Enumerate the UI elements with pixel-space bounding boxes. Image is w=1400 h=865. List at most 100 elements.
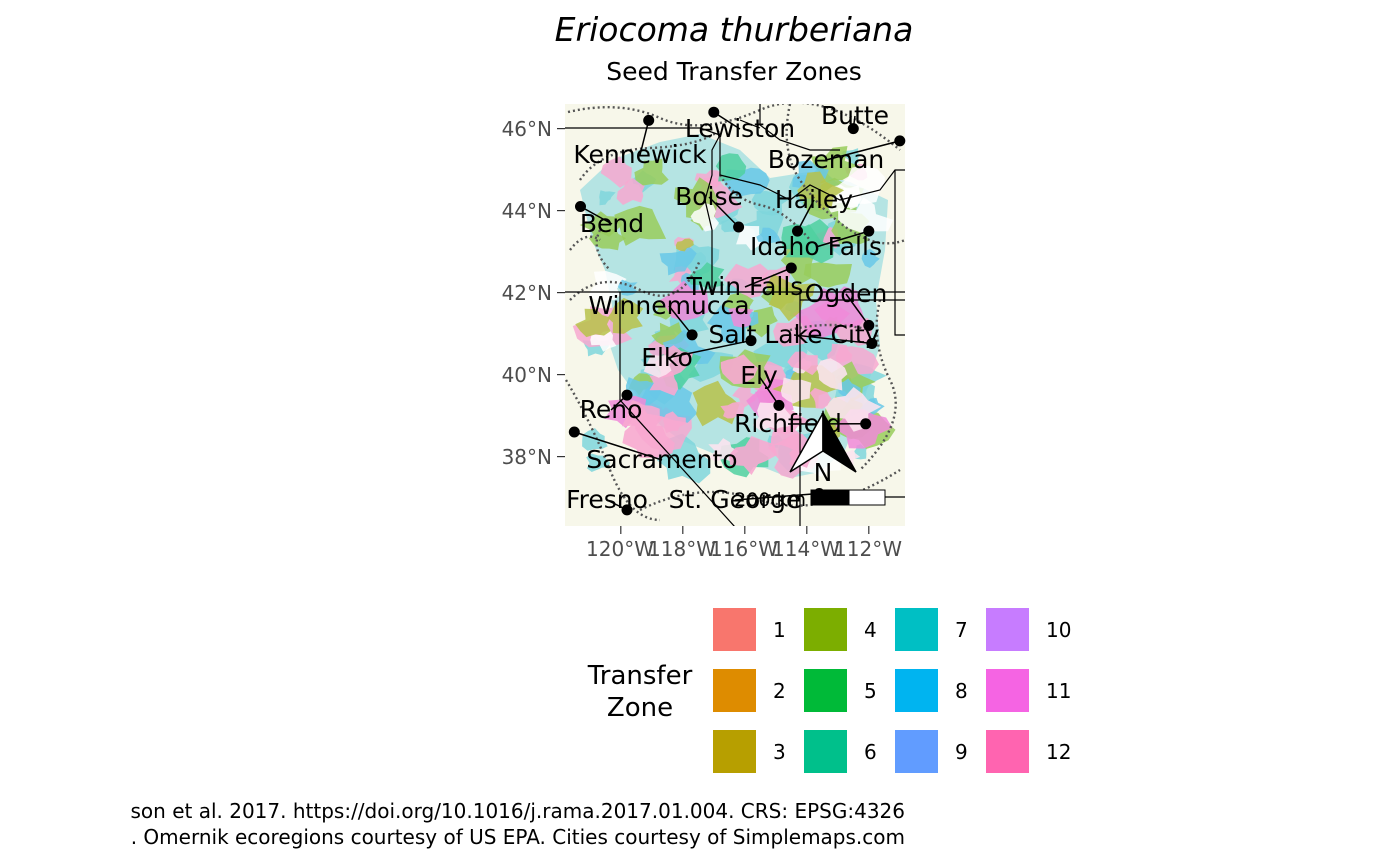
city-point (863, 225, 875, 237)
legend-key-12 (986, 730, 1029, 773)
zone-patch (756, 227, 781, 244)
zone-patch-south (770, 426, 801, 451)
city-point (894, 135, 906, 147)
ecoregion-line (565, 379, 661, 522)
x-tick-116w: 116°W (710, 537, 778, 561)
zone-patch-south (720, 354, 758, 385)
zone-patch (588, 271, 627, 301)
zone-patch (600, 156, 632, 188)
legend-label-1: 1 (773, 618, 786, 642)
legend-key-4 (804, 608, 847, 651)
legend-label-2: 2 (773, 679, 786, 703)
state-boundary-line (894, 170, 905, 336)
scale-bar-segment-white (848, 489, 886, 506)
ecoregion-line (579, 129, 721, 181)
legend-title: Transfer Zone (587, 661, 693, 723)
zone-patch-south (720, 401, 745, 419)
zone-patch (607, 297, 644, 334)
state-boundary-line (619, 292, 735, 526)
legend-label-6: 6 (864, 740, 877, 764)
zone-patch (723, 263, 769, 299)
city-point (773, 399, 785, 411)
x-tick-120w: 120°W (586, 537, 654, 561)
city-label: Ogden (805, 279, 888, 308)
city-point (745, 335, 757, 347)
city-label: Ely (740, 361, 778, 390)
zone-patch (575, 308, 611, 338)
city-leader-line (734, 492, 820, 501)
zone-patch (616, 177, 645, 205)
zone-patch (659, 246, 697, 276)
city-label: Hailey (775, 185, 853, 214)
map-subtitle: Seed Transfer Zones (606, 57, 862, 86)
caption-line-1: son et al. 2017. https://doi.org/10.1016… (130, 799, 905, 823)
y-tick-40: 40°N (501, 363, 552, 387)
city-leader-line (708, 196, 740, 228)
state-boundary-line (719, 135, 905, 201)
ecoregion-line (789, 323, 871, 332)
legend-label-7: 7 (955, 618, 968, 642)
city-leader-line (668, 305, 693, 336)
city-leader-line (744, 267, 792, 288)
legend-label-10: 10 (1046, 618, 1072, 642)
city-label: Winnemucca (588, 291, 749, 320)
state-boundary-line (565, 127, 721, 292)
city-leader-line (580, 205, 613, 225)
city-point (733, 221, 745, 233)
zone-patch (588, 228, 627, 251)
city-label: Twin Falls (686, 272, 804, 301)
y-tick-42: 42°N (501, 281, 552, 305)
city-leader-line (793, 334, 872, 345)
scale-bar-segment-black (810, 489, 850, 506)
legend-label-11: 11 (1046, 679, 1072, 703)
city-leader-line (796, 199, 815, 232)
legend-key-10 (986, 608, 1029, 651)
city-label: Butte (821, 101, 889, 130)
city-label: Idaho Falls (750, 232, 882, 261)
ecoregion-line (567, 104, 901, 151)
zone-patch (599, 190, 616, 206)
north-arrow-right-half (822, 410, 857, 473)
zone-patch-south (809, 387, 832, 409)
zone-patch (715, 153, 747, 182)
city-label: Elko (641, 343, 693, 372)
zone-patch (582, 428, 608, 451)
city-label: Reno (580, 395, 643, 424)
zone-patch (736, 225, 763, 251)
zone-patch (803, 262, 852, 288)
zone-patch (766, 273, 816, 322)
ecoregion-line (859, 299, 897, 471)
zone-patch (590, 330, 617, 352)
legend-label-8: 8 (955, 679, 968, 703)
zone-patch (836, 165, 885, 204)
map-title: Eriocoma thurberiana (554, 10, 914, 49)
zone-patch (751, 190, 789, 216)
city-point (866, 337, 878, 349)
state-boundary-line (759, 104, 840, 151)
zone-patch-south (780, 377, 812, 404)
zone-patch (634, 158, 669, 186)
x-tick-112w: 112°W (834, 537, 902, 561)
north-arrow-label: N (814, 458, 833, 487)
city-label: Fresno (566, 485, 648, 514)
city-label: Sacramento (586, 445, 737, 474)
city-leader-line (845, 293, 870, 326)
zone-patch (728, 307, 754, 328)
zone-patch-south (643, 354, 675, 378)
legend-label-12: 12 (1046, 740, 1072, 764)
zone-patch (690, 203, 719, 232)
city-point (575, 201, 586, 212)
x-tick-114w: 114°W (772, 537, 840, 561)
north-arrow: N (789, 410, 857, 487)
legend-key-6 (804, 730, 847, 773)
zone-patch-south (621, 399, 660, 434)
axis-ticks (557, 128, 870, 534)
city-point (643, 114, 655, 126)
city-leader-line (574, 431, 663, 461)
legend-key-9 (895, 730, 938, 773)
city-markers: Lewiston Butte Kennewick Bozeman Boise Hailey… (566, 101, 906, 516)
city-point (785, 262, 797, 274)
city-point (621, 504, 633, 516)
city-label: Lewiston (685, 114, 795, 143)
